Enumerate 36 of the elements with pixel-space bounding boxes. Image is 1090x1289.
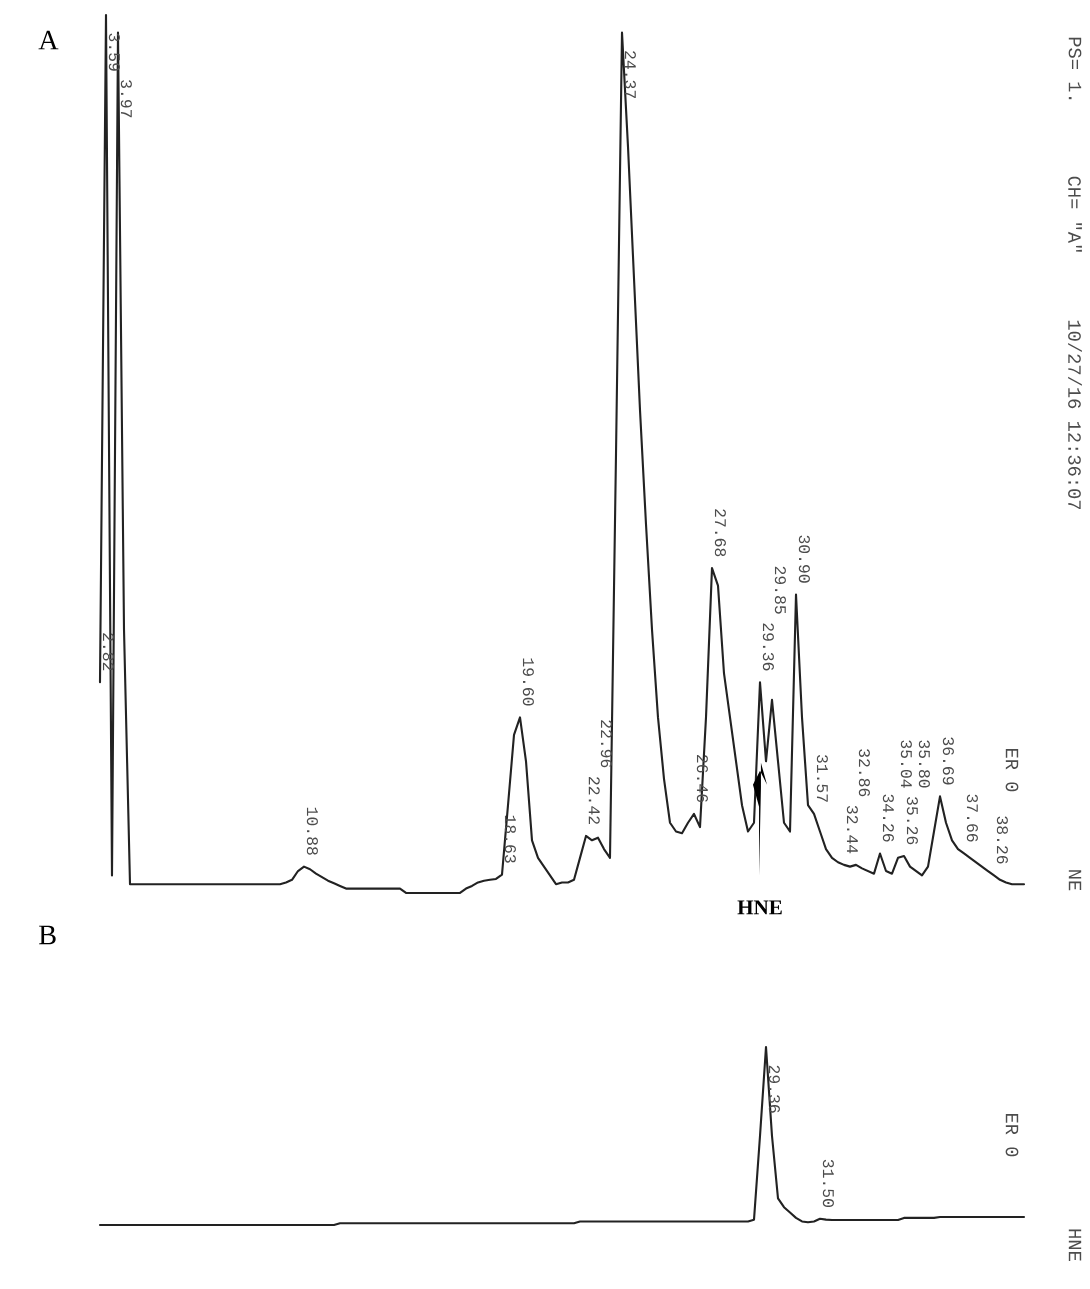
annotation: 2.82 — [102, 633, 115, 671]
annotation: 27.68 — [714, 509, 727, 557]
annotation: 32.86 — [858, 749, 871, 797]
annotation: 24.37 — [624, 51, 637, 98]
annotation: 3.59 — [108, 33, 121, 71]
annotation: 36.69 — [942, 737, 955, 785]
annotation: 38.26 — [996, 816, 1009, 864]
annotation: 35.26 — [906, 797, 919, 845]
annotation: ER 0 — [1005, 748, 1019, 792]
annotation: 19.60 — [522, 658, 535, 706]
chart-title: A — [38, 30, 59, 50]
text: CH= "A" — [1068, 176, 1083, 252]
text: PS= 1. — [1068, 37, 1082, 100]
annotation: 3.97 — [120, 80, 133, 118]
annotation: 34.26 — [882, 794, 895, 842]
annotation: 29.36 — [762, 623, 775, 671]
annotation: 31.57 — [816, 754, 829, 802]
annotation: 29.36 — [768, 1065, 781, 1113]
annotation: 32.44 — [846, 805, 859, 854]
text: NE — [1068, 870, 1082, 891]
text: HNE — [737, 900, 782, 915]
annotation: 37.66 — [966, 794, 979, 842]
annotation: 30.90 — [798, 535, 811, 583]
text: HNE — [1068, 1229, 1082, 1261]
annotation: 35.04 — [900, 740, 913, 788]
annotation: 22.42 — [588, 777, 600, 824]
annotation: 26.46 — [696, 755, 709, 803]
chart-title: B — [39, 925, 56, 945]
annotation: 35.80 — [918, 740, 931, 788]
annotation: 29.85 — [774, 566, 787, 614]
annotation: 31.50 — [822, 1159, 835, 1207]
annotation: 10.88 — [306, 807, 319, 855]
annotation: 18.63 — [504, 815, 517, 863]
annotation: 22.96 — [600, 720, 613, 768]
annotation: ER 0 — [1005, 1113, 1019, 1157]
text: 10/27/16 12:36:07 — [1068, 320, 1083, 510]
